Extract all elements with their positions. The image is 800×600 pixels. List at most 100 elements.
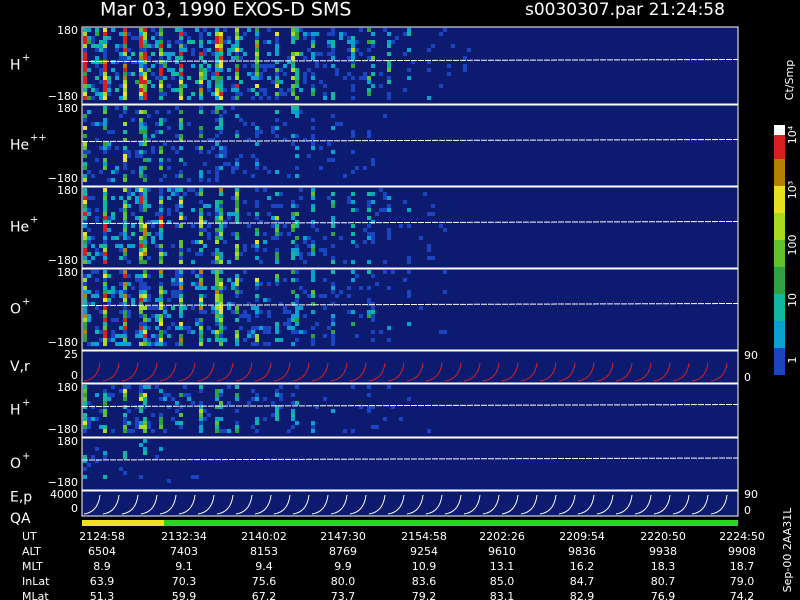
- panel-area: [81, 437, 739, 491]
- spectrogram-cell: [251, 326, 255, 330]
- spectrogram-cell: [131, 429, 135, 433]
- spectrogram-cell: [163, 142, 167, 146]
- spectrogram-cell: [179, 138, 183, 142]
- spectrogram-cell: [83, 310, 87, 314]
- spectrogram-cell: [363, 166, 367, 170]
- colorbar-segment: [774, 132, 785, 159]
- spectrogram-cell: [103, 244, 107, 248]
- spectrogram-cell: [143, 130, 147, 134]
- spectrogram-cell: [355, 166, 359, 170]
- spectrogram-cell: [139, 126, 143, 130]
- spectrogram-cell: [255, 256, 259, 260]
- spectrogram-cell: [219, 96, 223, 100]
- spectrogram-cell: [83, 118, 87, 122]
- spectrogram-cell: [367, 88, 371, 92]
- spectrogram-cell: [231, 84, 235, 88]
- spectrogram-cell: [235, 330, 239, 334]
- spectrogram-cell: [215, 228, 219, 232]
- spectrogram-cell: [439, 84, 443, 88]
- sweep-trace: [83, 494, 728, 515]
- spectrogram-cell: [167, 314, 171, 318]
- spectrogram-cell: [295, 154, 299, 158]
- spectrogram-cell: [179, 256, 183, 260]
- spectrogram-cell: [103, 40, 107, 44]
- spectrogram-cell: [439, 224, 443, 228]
- spectrogram-cell: [211, 306, 215, 310]
- row-value: 2202:26: [479, 530, 525, 543]
- spectrogram-cell: [135, 425, 139, 429]
- spectrogram-cell: [83, 475, 87, 479]
- spectrogram-cell: [255, 92, 259, 96]
- spectrogram-cell: [371, 192, 375, 196]
- spectrogram-cell: [163, 306, 167, 310]
- spectrogram-cell: [95, 138, 99, 142]
- spectrogram-cell: [159, 212, 163, 216]
- spectrogram-cell: [219, 278, 223, 282]
- spectrogram-cell: [123, 212, 127, 216]
- spectrogram-cell: [219, 146, 223, 150]
- spectrogram-cell: [311, 126, 315, 130]
- spectrogram-cell: [303, 138, 307, 142]
- spectrogram-cell: [255, 244, 259, 248]
- spectrogram-cell: [103, 146, 107, 150]
- spectrogram-cell: [119, 196, 123, 200]
- spectrogram-cell: [143, 286, 147, 290]
- spectrogram-cell: [255, 429, 259, 433]
- spectrogram-cell: [439, 330, 443, 334]
- spectrogram-cell: [167, 298, 171, 302]
- spectrogram-cell: [95, 122, 99, 126]
- spectrogram-cell: [367, 48, 371, 52]
- spectrogram-cell: [127, 154, 131, 158]
- qa-bar: [82, 520, 164, 526]
- spectrogram-cell: [219, 216, 223, 220]
- spectrogram-cell: [199, 405, 203, 409]
- spectrogram-cell: [371, 338, 375, 342]
- spectrogram-cell: [123, 154, 127, 158]
- spectrogram-cell: [275, 256, 279, 260]
- spectrogram-cell: [111, 294, 115, 298]
- spectrogram-cell: [83, 236, 87, 240]
- spectrogram-cell: [363, 240, 367, 244]
- spectrogram-cell: [119, 84, 123, 88]
- spectrogram-cell: [107, 298, 111, 302]
- spectrogram-cell: [199, 80, 203, 84]
- spectrogram-cell: [351, 36, 355, 40]
- spectrogram-cell: [231, 48, 235, 52]
- spectrogram-cell: [195, 240, 199, 244]
- spectrogram-cell: [103, 158, 107, 162]
- spectrogram-cell: [123, 60, 127, 64]
- colorbar-segment: [774, 159, 785, 186]
- spectrogram-cell: [199, 421, 203, 425]
- row-value: 2209:54: [559, 530, 605, 543]
- spectrogram-cell: [219, 80, 223, 84]
- spectrogram-cell: [287, 322, 291, 326]
- spectrogram-cell: [215, 126, 219, 130]
- spectrogram-cell: [119, 270, 123, 274]
- spectrogram-cell: [291, 248, 295, 252]
- spectrogram-cell: [251, 330, 255, 334]
- spectrogram-cell: [463, 64, 467, 68]
- spectrogram-cell: [139, 342, 143, 346]
- row-value: 83.6: [412, 575, 437, 588]
- spectrogram-cell: [255, 212, 259, 216]
- spectrogram-cell: [179, 88, 183, 92]
- spectrogram-cell: [351, 385, 355, 389]
- spectrogram-cell: [427, 60, 431, 64]
- spectrogram-cell: [103, 451, 107, 455]
- spectrogram-cell: [311, 84, 315, 88]
- spectrogram-cell: [115, 166, 119, 170]
- spectrogram-cell: [123, 455, 127, 459]
- spectrogram-cell: [123, 224, 127, 228]
- spectrogram-cell: [231, 302, 235, 306]
- spectrogram-cell: [87, 150, 91, 154]
- spectrogram-cell: [363, 72, 367, 76]
- spectrogram-cell: [91, 44, 95, 48]
- spectrogram-cell: [307, 154, 311, 158]
- spectrogram-cell: [347, 196, 351, 200]
- spectrogram-cell: [103, 270, 107, 274]
- spectrogram-cell: [127, 150, 131, 154]
- spectrogram-cell: [83, 256, 87, 260]
- spectrogram-cell: [111, 393, 115, 397]
- spectrogram-cell: [267, 40, 271, 44]
